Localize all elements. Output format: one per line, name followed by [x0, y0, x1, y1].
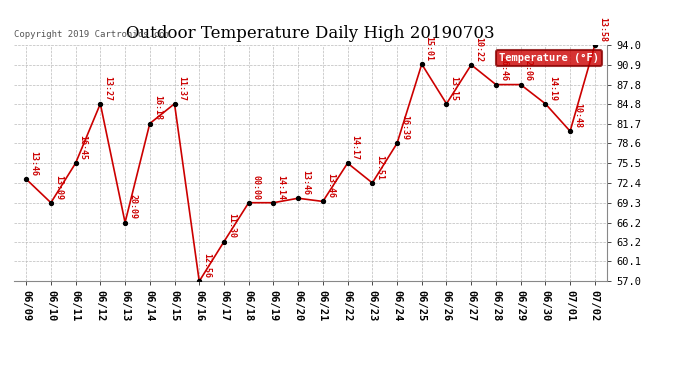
Text: 13:58: 13:58: [598, 17, 607, 42]
Point: [95, 101, 106, 107]
Text: 16:39: 16:39: [400, 115, 409, 140]
Text: 12:51: 12:51: [375, 155, 384, 180]
Text: Copyright 2019 Cartronics.com: Copyright 2019 Cartronics.com: [14, 30, 170, 39]
Point: [491, 82, 502, 88]
Text: 14:17: 14:17: [351, 135, 359, 160]
Text: 11:30: 11:30: [227, 213, 236, 238]
Point: [441, 101, 452, 107]
Title: Outdoor Temperature Daily High 20190703: Outdoor Temperature Daily High 20190703: [126, 25, 495, 42]
Point: [317, 198, 328, 204]
Text: 16:46: 16:46: [499, 56, 508, 81]
Text: 13:15: 13:15: [449, 75, 458, 100]
Text: 12:56: 12:56: [202, 253, 211, 278]
Point: [515, 82, 526, 88]
Point: [70, 160, 81, 166]
Point: [194, 278, 205, 284]
Point: [416, 61, 427, 67]
Point: [46, 200, 57, 206]
Point: [219, 238, 230, 244]
Point: [564, 128, 575, 134]
Text: 10:48: 10:48: [573, 103, 582, 128]
Point: [293, 195, 304, 201]
Text: 15:01: 15:01: [425, 36, 434, 61]
Text: 13:27: 13:27: [104, 75, 112, 100]
Text: 13:46: 13:46: [326, 173, 335, 198]
Text: 20:09: 20:09: [128, 194, 137, 219]
Text: 14:19: 14:19: [549, 75, 558, 100]
Text: 13:46: 13:46: [301, 170, 310, 195]
Point: [169, 101, 180, 107]
Point: [391, 140, 402, 146]
Text: 16:45: 16:45: [79, 135, 88, 160]
Text: 00:00: 00:00: [252, 174, 261, 200]
Point: [589, 42, 600, 48]
Text: 14:14: 14:14: [277, 174, 286, 200]
Point: [268, 200, 279, 206]
Point: [21, 176, 32, 182]
Text: 16:18: 16:18: [152, 95, 161, 120]
Point: [466, 62, 477, 68]
Point: [367, 180, 378, 186]
Text: 13:46: 13:46: [29, 151, 38, 176]
Text: 11:37: 11:37: [177, 75, 186, 100]
Point: [540, 101, 551, 107]
Point: [119, 219, 130, 225]
Point: [342, 160, 353, 166]
Legend: Temperature (°F): Temperature (°F): [495, 50, 602, 66]
Text: 10:22: 10:22: [474, 37, 483, 62]
Text: 12:06: 12:06: [524, 56, 533, 81]
Text: 13:09: 13:09: [54, 174, 63, 200]
Point: [144, 120, 155, 126]
Point: [243, 200, 254, 206]
